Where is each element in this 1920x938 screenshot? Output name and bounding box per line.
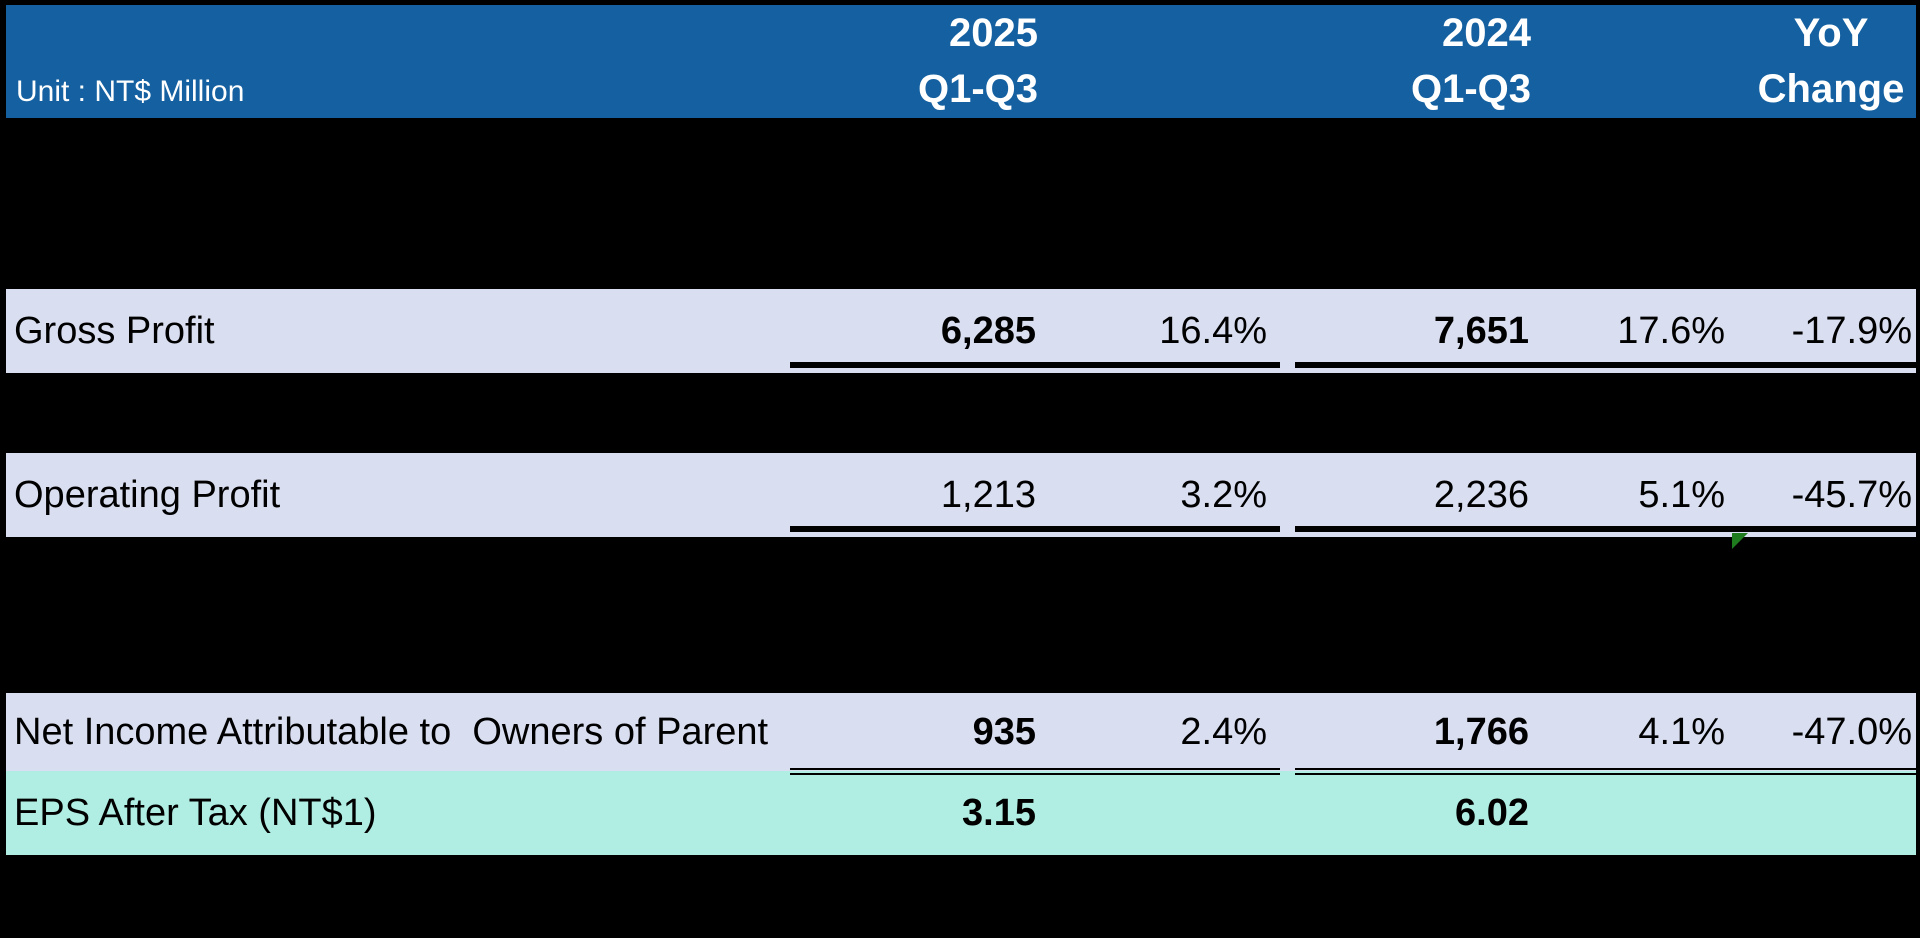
unit-label: Unit : NT$ Million xyxy=(16,75,245,108)
row-label-net-income: Net Income Attributable to Owners of Par… xyxy=(14,710,769,753)
operating-profit-2025-margin: 3.2% xyxy=(1180,473,1267,516)
gross-profit-yoy-change: -17.9% xyxy=(1791,309,1912,352)
column-header-2025-period: Q1-Q3 xyxy=(917,66,1038,111)
gross-profit-2024-margin: 17.6% xyxy=(1617,309,1725,352)
table-header-row: Unit : NT$ Million 2025 Q1-Q3 2024 Q1-Q3… xyxy=(6,5,1916,118)
column-header-spacer-2 xyxy=(1535,5,1730,118)
column-header-yoy-line1: YoY xyxy=(1793,11,1869,56)
rule-gross-profit-2024-yoy xyxy=(1295,362,1916,368)
table-row-operating-profit: Operating Profit 1,213 3.2% 2,236 5.1% -… xyxy=(6,453,1916,537)
operating-profit-2024-amount: 2,236 xyxy=(1433,473,1529,516)
rule-operating-profit-2024-yoy xyxy=(1295,526,1916,532)
table-row-eps: EPS After Tax (NT$1) 3.15 6.02 xyxy=(6,771,1916,855)
net-income-2024-margin: 4.1% xyxy=(1638,710,1725,753)
column-header-2025: 2025 Q1-Q3 xyxy=(790,5,1042,118)
row-label-operating-profit: Operating Profit xyxy=(14,473,281,516)
gross-profit-2025-margin: 16.4% xyxy=(1159,309,1267,352)
table-row-gross-profit: Gross Profit 6,285 16.4% 7,651 17.6% -17… xyxy=(6,289,1916,373)
row-label-gross-profit: Gross Profit xyxy=(14,309,215,352)
gross-profit-2025-amount: 6,285 xyxy=(940,309,1036,352)
column-header-2024-year: 2024 xyxy=(1442,11,1531,56)
row-label-eps: EPS After Tax (NT$1) xyxy=(14,791,377,834)
rule-gross-profit-2025 xyxy=(790,362,1280,368)
net-income-2025-amount: 935 xyxy=(972,710,1036,753)
net-income-2025-margin: 2.4% xyxy=(1180,710,1267,753)
eps-2025-empty xyxy=(1042,771,1292,855)
column-header-2025-year: 2025 xyxy=(949,11,1038,56)
cell-note-triangle-icon xyxy=(1732,533,1748,549)
double-rule-net-income-2024-yoy xyxy=(1295,768,1916,775)
operating-profit-2025-amount: 1,213 xyxy=(940,473,1036,516)
eps-2025-value: 3.15 xyxy=(962,791,1036,834)
eps-yoy-empty xyxy=(1730,771,1916,855)
net-income-2024-amount: 1,766 xyxy=(1433,710,1529,753)
gross-profit-2024-amount: 7,651 xyxy=(1433,309,1529,352)
eps-2024-empty xyxy=(1535,771,1730,855)
operating-profit-2024-margin: 5.1% xyxy=(1638,473,1725,516)
column-header-yoy: YoY Change xyxy=(1730,5,1916,118)
column-header-2024: 2024 Q1-Q3 xyxy=(1292,5,1535,118)
rule-operating-profit-2025 xyxy=(790,526,1280,532)
column-header-spacer-1 xyxy=(1042,5,1292,118)
net-income-yoy-change: -47.0% xyxy=(1791,710,1912,753)
double-rule-net-income-2025 xyxy=(790,768,1280,775)
table-row-net-income: Net Income Attributable to Owners of Par… xyxy=(6,693,1916,771)
column-header-2024-period: Q1-Q3 xyxy=(1410,66,1531,111)
eps-2024-value: 6.02 xyxy=(1455,791,1529,834)
column-header-yoy-line2: Change xyxy=(1757,66,1905,111)
operating-profit-yoy-change: -45.7% xyxy=(1791,473,1912,516)
